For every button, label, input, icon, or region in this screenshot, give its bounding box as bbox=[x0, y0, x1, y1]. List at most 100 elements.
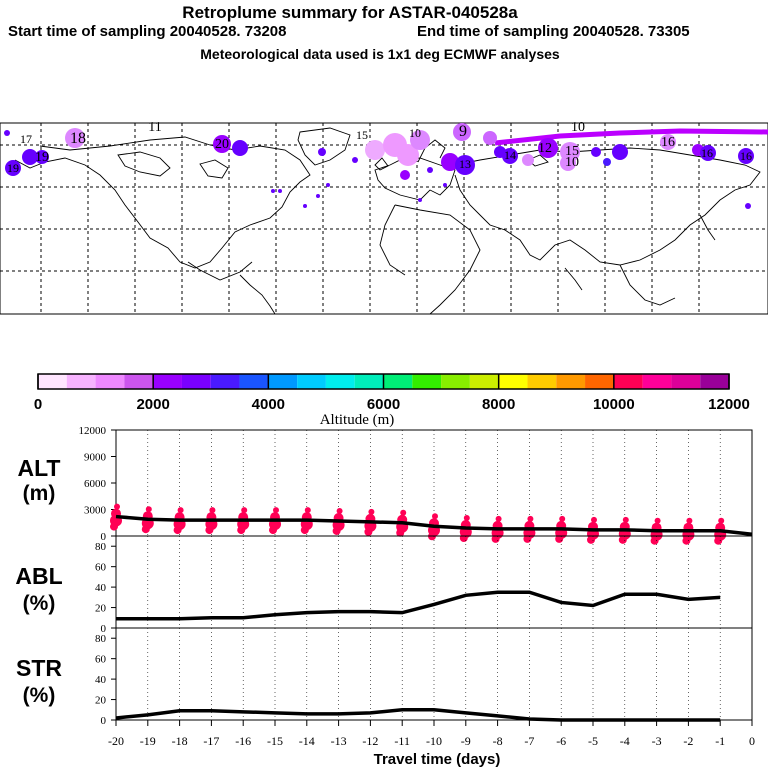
altitude-point bbox=[587, 535, 595, 544]
plume-point bbox=[4, 130, 10, 136]
plume-point bbox=[213, 135, 231, 153]
altitude-point bbox=[364, 527, 373, 536]
colorbar-swatch bbox=[441, 374, 470, 389]
colorbar-swatch bbox=[95, 374, 125, 389]
x-tick-label: -9 bbox=[461, 734, 471, 748]
altitude-point bbox=[527, 515, 534, 522]
altitude-point bbox=[241, 507, 248, 514]
y-tick-label: 3000 bbox=[84, 505, 107, 517]
altitude-point bbox=[332, 526, 341, 535]
colorbar-swatch bbox=[469, 374, 499, 389]
altitude-point bbox=[269, 526, 277, 535]
x-tick-label: -20 bbox=[108, 734, 124, 748]
panel-unit: (m) bbox=[23, 482, 56, 505]
plume-point bbox=[603, 158, 611, 166]
colorbar-tick-label: 2000 bbox=[136, 396, 169, 413]
altitude-point bbox=[396, 528, 405, 537]
x-tick-label: -8 bbox=[493, 734, 503, 748]
altitude-point bbox=[650, 536, 659, 545]
colorbar-swatch bbox=[210, 374, 240, 389]
plume-point bbox=[326, 183, 330, 187]
altitude-point bbox=[114, 503, 120, 510]
colorbar-swatch bbox=[38, 374, 67, 389]
altitude-point bbox=[686, 517, 693, 524]
chart-title: Retroplume summary for ASTAR-040528a bbox=[182, 3, 518, 22]
x-tick-label: -7 bbox=[524, 734, 534, 748]
colorbar-swatch bbox=[383, 374, 413, 389]
altitude-point bbox=[368, 508, 375, 515]
colorbar-swatch bbox=[642, 374, 672, 389]
panel-unit: (%) bbox=[23, 592, 56, 615]
day-label: 9 bbox=[459, 123, 467, 140]
x-tick-label: -13 bbox=[331, 734, 347, 748]
altitude-point bbox=[141, 525, 150, 534]
colorbar-swatch bbox=[153, 374, 182, 389]
altitude-point bbox=[205, 526, 214, 535]
plume-point bbox=[612, 144, 628, 160]
y-tick-label: 6000 bbox=[84, 478, 107, 490]
x-tick-label: -12 bbox=[362, 734, 378, 748]
plume-point bbox=[660, 134, 676, 150]
plume-point bbox=[502, 148, 518, 164]
y-tick-label: 40 bbox=[95, 582, 107, 594]
plume-point bbox=[455, 155, 475, 175]
day-label: 11 bbox=[148, 120, 161, 135]
day-label: 14 bbox=[504, 148, 516, 162]
plume-point bbox=[738, 148, 754, 164]
day-label: 20 bbox=[215, 137, 229, 152]
x-tick-label: -1 bbox=[715, 734, 725, 748]
y-tick-label: 9000 bbox=[84, 452, 107, 464]
altitude-point bbox=[682, 536, 691, 545]
trajectory-band bbox=[494, 128, 768, 146]
map-day-labels: 17 18 11 20 19 19 15 10 9 10 12 15 10 16… bbox=[7, 120, 752, 175]
altitude-point bbox=[336, 507, 343, 514]
series-line-alt bbox=[115, 514, 753, 536]
colorbar-swatch bbox=[268, 374, 298, 389]
plume-point bbox=[591, 147, 601, 157]
plume-point bbox=[316, 194, 320, 198]
colorbar-swatch bbox=[325, 374, 355, 389]
plume-point bbox=[65, 128, 85, 148]
start-time-label: Start time of sampling 20040528. 73208 bbox=[8, 23, 287, 40]
retroplume-map: 17 18 11 20 19 19 15 10 9 10 12 15 10 16… bbox=[0, 120, 768, 315]
plume-point bbox=[365, 140, 385, 160]
panel-alt: 12000 9000 6000 3000 0 ALT(m) bbox=[17, 425, 753, 545]
panel-label: STR bbox=[16, 655, 62, 681]
plume-point bbox=[303, 204, 307, 208]
altitude-point bbox=[495, 515, 502, 522]
altitude-point bbox=[718, 517, 725, 524]
plume-point bbox=[410, 130, 430, 150]
colorbar-swatch bbox=[700, 374, 729, 389]
day-label: 10 bbox=[409, 126, 421, 140]
altitude-point bbox=[209, 507, 216, 514]
end-time-label: End time of sampling 20040528. 73305 bbox=[417, 23, 690, 40]
colorbar-label: Altitude (m) bbox=[320, 412, 395, 428]
colorbar-swatch bbox=[354, 374, 384, 389]
altitude-point bbox=[145, 506, 152, 513]
colorbar-swatch bbox=[124, 374, 154, 389]
panel-frame bbox=[115, 535, 753, 629]
colorbar-tick-label: 12000 bbox=[708, 396, 750, 413]
altitude-point bbox=[618, 535, 627, 544]
x-tick-label: -6 bbox=[556, 734, 566, 748]
x-axis: -20 -19 -18 -17 -16 -15 -14 -13 -12 -11 -10 -9 -8 -7-… bbox=[108, 720, 755, 768]
y-tick-label: 20 bbox=[95, 603, 107, 615]
series-line-str bbox=[115, 708, 721, 722]
altitude-point bbox=[622, 516, 629, 523]
day-label: 13 bbox=[459, 157, 471, 171]
altitude-point bbox=[300, 526, 309, 535]
altitude-point bbox=[591, 516, 597, 523]
map-frame bbox=[0, 122, 768, 315]
x-tick-label: -10 bbox=[426, 734, 442, 748]
day-label: 15 bbox=[356, 128, 368, 142]
x-tick-label: -5 bbox=[588, 734, 598, 748]
y-tick-label: 60 bbox=[95, 654, 107, 666]
colorbar-swatch bbox=[412, 374, 442, 389]
colorbar-swatch bbox=[297, 374, 326, 389]
altitude-point bbox=[237, 526, 246, 535]
plume-point bbox=[22, 149, 38, 165]
y-tick-label: 20 bbox=[95, 695, 107, 707]
day-label: 19 bbox=[35, 150, 49, 165]
colorbar-swatch bbox=[613, 374, 643, 389]
altitude-point bbox=[432, 513, 438, 520]
